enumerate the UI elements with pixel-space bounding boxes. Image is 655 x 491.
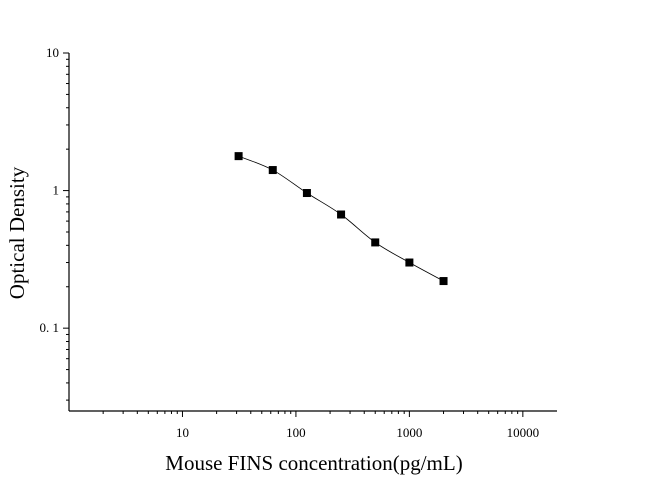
axes: 10 100 1000 10000 0. 1 1 10 bbox=[40, 45, 557, 440]
x-tick-label: 1000 bbox=[396, 425, 422, 440]
y-tick-label: 1 bbox=[53, 183, 60, 198]
y-tick-label: 10 bbox=[46, 45, 59, 60]
x-tick-label: 10000 bbox=[507, 425, 540, 440]
y-axis-title: Optical Density bbox=[5, 166, 29, 299]
x-axis-title: Mouse FINS concentration(pg/mL) bbox=[165, 451, 462, 475]
data-point bbox=[268, 166, 277, 175]
data-points-layer bbox=[234, 152, 448, 286]
data-point bbox=[439, 277, 448, 286]
data-point bbox=[337, 210, 346, 219]
x-tick-label: 10 bbox=[176, 425, 189, 440]
data-point bbox=[371, 238, 380, 247]
x-tick-label: 100 bbox=[286, 425, 306, 440]
data-point bbox=[234, 152, 243, 161]
data-point bbox=[302, 189, 311, 198]
data-point bbox=[405, 258, 414, 267]
y-tick-label: 0. 1 bbox=[40, 320, 60, 335]
